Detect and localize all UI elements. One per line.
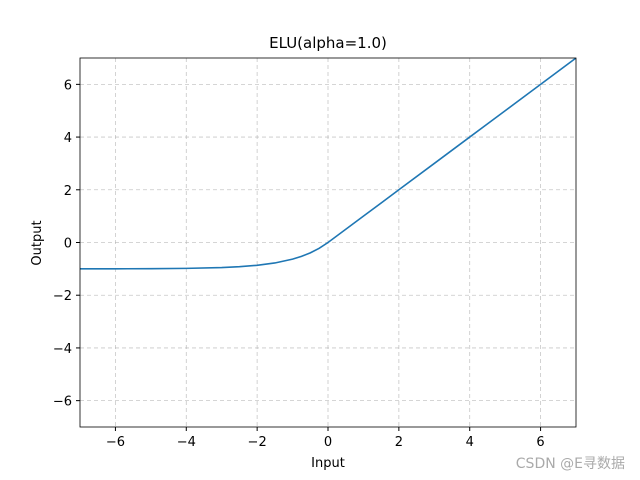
y-tick-label: 4: [64, 131, 72, 146]
y-tick-label: 0: [64, 237, 72, 252]
x-tick-label: −6: [106, 435, 125, 450]
y-tick-label: −6: [53, 395, 72, 410]
x-tick-label: 2: [395, 435, 403, 450]
y-axis-label: Output: [30, 220, 45, 265]
chart-title: ELU(alpha=1.0): [269, 34, 387, 52]
x-tick-label: 0: [324, 435, 332, 450]
line-series: [80, 58, 576, 270]
x-tick-label: 6: [536, 435, 544, 450]
x-tick-label: −4: [177, 435, 196, 450]
y-tick-label: −4: [53, 342, 72, 357]
y-tick-label: 2: [64, 184, 72, 199]
x-tick-label: −2: [248, 435, 267, 450]
y-tick-label: −2: [53, 289, 72, 304]
x-axis-label: Input: [311, 456, 345, 471]
watermark: CSDN @E寻数据: [516, 456, 625, 472]
plot-frame: [79, 57, 577, 428]
x-tick-label: 4: [466, 435, 474, 450]
y-tick-label: 6: [64, 78, 72, 93]
